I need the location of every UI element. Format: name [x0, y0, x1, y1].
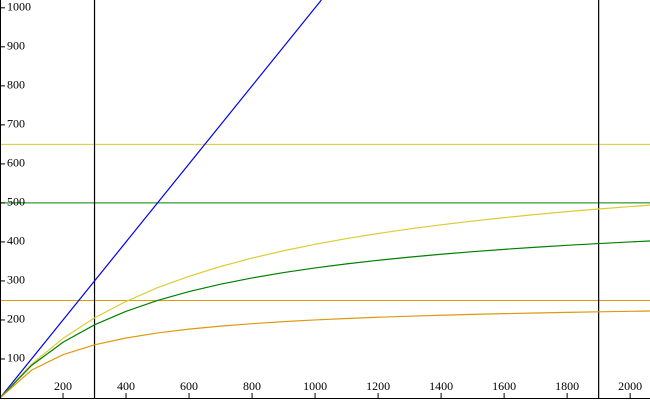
curve: [0, 204, 650, 398]
curve: [0, 240, 650, 398]
y-tick-label: 100: [7, 351, 25, 365]
x-tick-label: 2000: [618, 379, 642, 393]
y-tick-label: 1000: [7, 0, 31, 14]
y-tick-label: 200: [7, 312, 25, 326]
x-tick-label: 1600: [492, 379, 516, 393]
x-tick-label: 1000: [303, 379, 327, 393]
y-tick-label: 400: [7, 234, 25, 248]
x-tick-label: 400: [117, 379, 135, 393]
curve: [0, 310, 650, 398]
y-tick-label: 700: [7, 117, 25, 131]
y-tick-label: 800: [7, 78, 25, 92]
y-tick-label: 600: [7, 156, 25, 170]
y-tick-label: 500: [7, 195, 25, 209]
x-tick-label: 200: [54, 379, 72, 393]
curve: [0, 0, 322, 398]
x-tick-label: 1400: [429, 379, 453, 393]
y-tick-label: 300: [7, 273, 25, 287]
x-tick-label: 800: [243, 379, 261, 393]
y-tick-label: 900: [7, 39, 25, 53]
x-tick-label: 1200: [366, 379, 390, 393]
x-tick-label: 600: [180, 379, 198, 393]
x-tick-label: 1800: [555, 379, 579, 393]
